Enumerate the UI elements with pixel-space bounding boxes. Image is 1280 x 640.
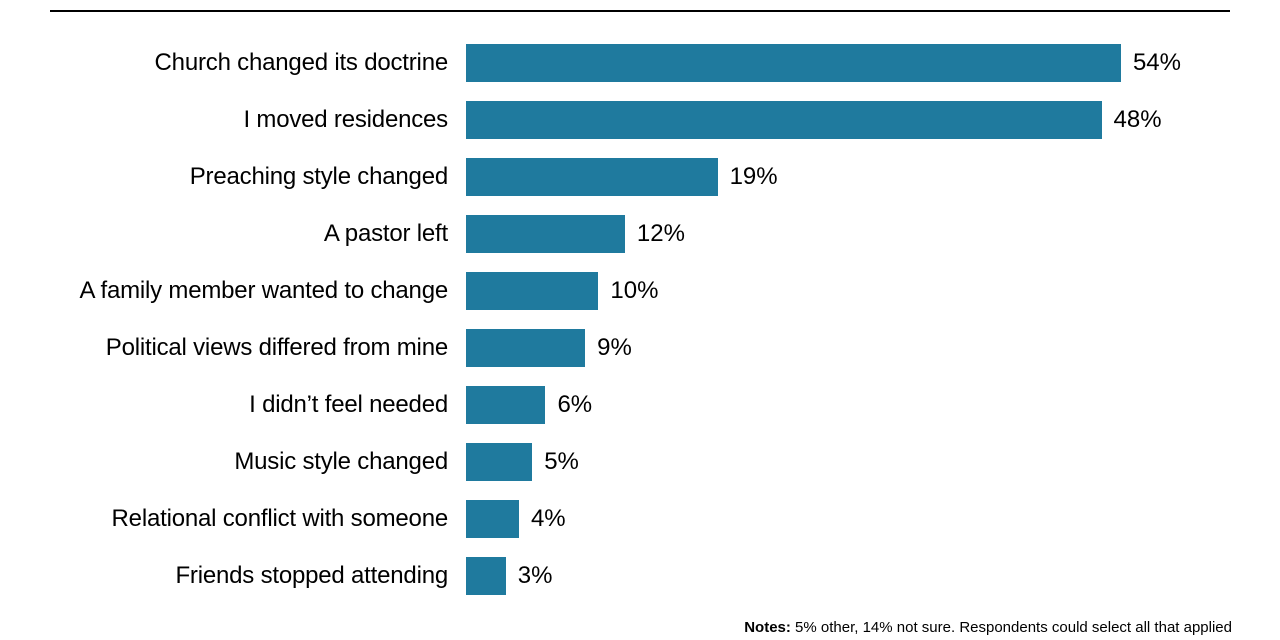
bar-value: 6% [557, 391, 592, 419]
bar-value: 9% [597, 334, 632, 362]
bar-track: 12% [466, 205, 1181, 262]
bar-label: Preaching style changed [50, 163, 466, 191]
bar-fill [466, 386, 545, 424]
bar-value: 12% [637, 220, 685, 248]
bar-label: A family member wanted to change [50, 277, 466, 305]
bar-track: 3% [466, 547, 1181, 604]
footnote-text: 5% other, 14% not sure. Respondents coul… [795, 619, 1232, 636]
chart-top-rule [50, 10, 1230, 12]
bar-label: A pastor left [50, 220, 466, 248]
bar-row: Church changed its doctrine 54% [50, 34, 1230, 91]
bar-row: I moved residences 48% [50, 91, 1230, 148]
bars-area: Church changed its doctrine 54% I moved re… [50, 34, 1230, 604]
bar-fill [466, 557, 506, 595]
bar-value: 3% [518, 562, 553, 590]
bar-row: Political views differed from mine 9% [50, 319, 1230, 376]
bar-track: 19% [466, 148, 1181, 205]
bar-value: 48% [1114, 106, 1162, 134]
bar-track: 54% [466, 34, 1181, 91]
bar-fill [466, 101, 1102, 139]
bar-fill [466, 443, 532, 481]
bar-row: Friends stopped attending 3% [50, 547, 1230, 604]
bar-fill [466, 158, 718, 196]
bar-label: I moved residences [50, 106, 466, 134]
bar-track: 9% [466, 319, 1181, 376]
bar-label: Church changed its doctrine [50, 49, 466, 77]
bar-row: I didn’t feel needed 6% [50, 376, 1230, 433]
bar-label: Political views differed from mine [50, 334, 466, 362]
bar-value: 10% [610, 277, 658, 305]
chart-footnote: Notes: 5% other, 14% not sure. Responden… [744, 619, 1232, 636]
bar-value: 4% [531, 505, 566, 533]
bar-row: A family member wanted to change 10% [50, 262, 1230, 319]
bar-track: 4% [466, 490, 1181, 547]
bar-row: A pastor left 12% [50, 205, 1230, 262]
bar-label: I didn’t feel needed [50, 391, 466, 419]
bar-track: 48% [466, 91, 1181, 148]
bar-fill [466, 215, 625, 253]
bar-fill [466, 329, 585, 367]
footnote-label: Notes: [744, 619, 791, 636]
bar-label: Music style changed [50, 448, 466, 476]
bar-label: Relational conflict with someone [50, 505, 466, 533]
bar-chart: Church changed its doctrine 54% I moved re… [50, 10, 1230, 604]
bar-row: Music style changed 5% [50, 433, 1230, 490]
bar-value: 19% [730, 163, 778, 191]
bar-track: 5% [466, 433, 1181, 490]
bar-value: 54% [1133, 49, 1181, 77]
bar-row: Relational conflict with someone 4% [50, 490, 1230, 547]
bar-track: 6% [466, 376, 1181, 433]
bar-track: 10% [466, 262, 1181, 319]
bar-row: Preaching style changed 19% [50, 148, 1230, 205]
bar-fill [466, 44, 1121, 82]
bar-fill [466, 272, 598, 310]
bar-value: 5% [544, 448, 579, 476]
bar-label: Friends stopped attending [50, 562, 466, 590]
bar-fill [466, 500, 519, 538]
